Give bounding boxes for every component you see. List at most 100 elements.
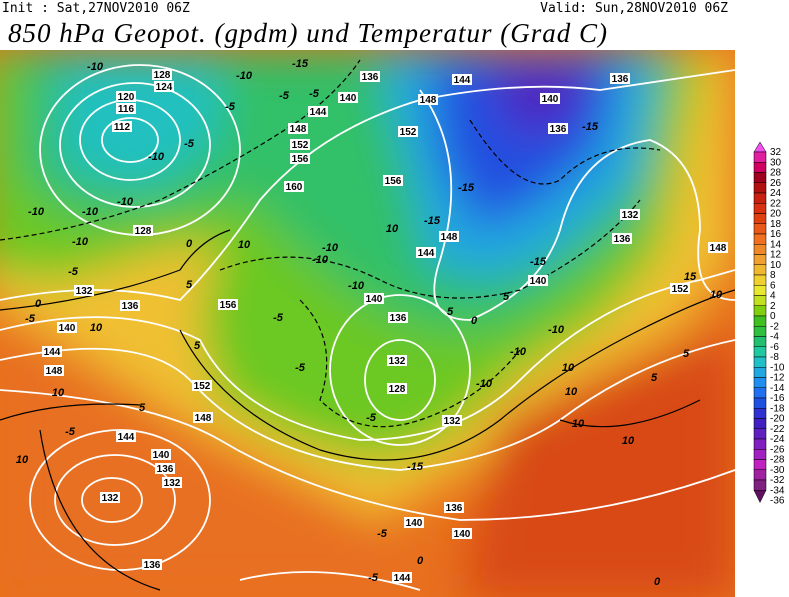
init-time: Init : Sat,27NOV2010 06Z <box>2 1 190 16</box>
temperature-label: 10 <box>622 435 635 447</box>
colorbar-label: 24 <box>770 188 782 199</box>
temperature-label: 5 <box>447 306 454 318</box>
colorbar-label: 18 <box>770 219 782 230</box>
colorbar-cap <box>753 490 767 504</box>
temperature-label: -10 <box>148 151 165 163</box>
geopotential-label-box <box>152 69 172 80</box>
temperature-label: -5 <box>377 528 388 540</box>
geopotential-label-box <box>112 121 132 132</box>
colorbar-swatch <box>753 408 767 419</box>
geopotential-label-box <box>708 242 728 253</box>
temperature-label: 0 <box>186 238 193 250</box>
temperature-label: 10 <box>710 289 723 301</box>
geopotential-label-box <box>162 477 182 488</box>
temperature-label: 10 <box>386 223 399 235</box>
geopotential-label-box <box>133 225 153 236</box>
geopotential-label: 140 <box>340 93 357 104</box>
geopotential-label: 144 <box>310 107 327 118</box>
temperature-label: 5 <box>683 348 690 360</box>
colorbar-swatch <box>753 213 767 224</box>
geopotential-label-box <box>418 94 438 105</box>
colorbar-swatch <box>753 192 767 204</box>
geopotential-label-box <box>308 106 328 117</box>
geopotential-label-box <box>387 355 407 366</box>
geopotential-label-box <box>142 559 162 570</box>
geopotential-label-box <box>42 346 62 357</box>
colorbar-swatch <box>753 479 767 491</box>
temperature-label: 10 <box>572 418 585 430</box>
geopotential-label: 132 <box>444 416 461 427</box>
geopotential-label: 136 <box>144 560 161 571</box>
geopotential-label: 136 <box>390 313 407 324</box>
geopotential-label: 148 <box>46 366 63 377</box>
temperature-label: -10 <box>476 378 493 390</box>
geopotential-label-box <box>290 153 310 164</box>
temperature-label: -10 <box>82 206 99 218</box>
geopotential-label: 128 <box>135 226 152 237</box>
geopotential-label-box <box>155 463 175 474</box>
geopotential-label: 128 <box>154 70 171 81</box>
temperature-label: -5 <box>368 572 379 584</box>
temperature-label: 5 <box>194 340 201 352</box>
colorbar-swatch <box>753 356 767 368</box>
geopotential-label: 132 <box>389 356 406 367</box>
temperature-label: 10 <box>16 454 29 466</box>
colorbar-swatch <box>753 295 767 306</box>
geopotential-label: 148 <box>710 243 727 254</box>
temperature-label: -15 <box>458 182 475 194</box>
geopotential-label: 152 <box>400 127 417 138</box>
temperature-label: 10 <box>562 362 575 374</box>
temperature-label: -5 <box>225 101 236 113</box>
temperature-label: -5 <box>68 266 79 278</box>
temperature-label: 10 <box>565 386 578 398</box>
temperature-label: 5 <box>139 402 146 414</box>
geopotential-label-box <box>383 175 403 186</box>
colorbar-label: -2 <box>770 321 779 332</box>
geopotential-label-box <box>404 517 424 528</box>
colorbar-swatch <box>753 377 767 388</box>
colorbar-swatch <box>753 203 767 214</box>
geopotential-label: 144 <box>44 347 61 358</box>
geopotential-label: 148 <box>420 95 437 106</box>
geopotential-label: 136 <box>362 72 379 83</box>
colorbar-swatch <box>753 438 767 450</box>
colorbar: 32302826242220181614121086420-2-4-6-8-10… <box>753 141 785 507</box>
geopotential-label-box <box>57 322 77 333</box>
geopotential-label-box <box>364 293 384 304</box>
temperature-label: -15 <box>582 121 599 133</box>
colorbar-swatch <box>753 223 767 235</box>
geopotential-label-box <box>452 74 472 85</box>
geopotential-label: 140 <box>366 294 383 305</box>
temperature-label: -15 <box>292 58 309 70</box>
colorbar-label: -34 <box>770 485 785 496</box>
colorbar-swatch <box>753 274 767 286</box>
geopotential-label-box <box>416 247 436 258</box>
colorbar-label: 14 <box>770 239 782 250</box>
temperature-label: -5 <box>273 312 284 324</box>
colorbar-label: -10 <box>770 362 785 373</box>
geopotential-label-box <box>290 139 310 150</box>
geopotential-label-box <box>193 412 213 423</box>
colorbar-label: -18 <box>770 403 785 414</box>
geopotential-label: 140 <box>153 450 170 461</box>
colorbar-label: 30 <box>770 157 782 168</box>
temperature-label: 5 <box>503 291 510 303</box>
geopotential-label: 152 <box>672 284 689 295</box>
temperature-label: 15 <box>684 271 697 283</box>
temperature-label: -15 <box>407 461 424 473</box>
geopotential-label-box <box>387 383 407 394</box>
geopotential-label: 148 <box>441 232 458 243</box>
temperature-label: -15 <box>530 256 547 268</box>
colorbar-label: 16 <box>770 229 782 240</box>
colorbar-label: 20 <box>770 209 782 220</box>
geopotential-label-box <box>620 209 640 220</box>
geopotential-label: 132 <box>76 286 93 297</box>
geopotential-label-box <box>116 431 136 442</box>
map <box>0 50 735 597</box>
geopotential-label-box <box>548 123 568 134</box>
colorbar-label: 4 <box>770 291 776 302</box>
geopotential-label-box <box>44 365 64 376</box>
geopotential-label: 144 <box>118 432 135 443</box>
